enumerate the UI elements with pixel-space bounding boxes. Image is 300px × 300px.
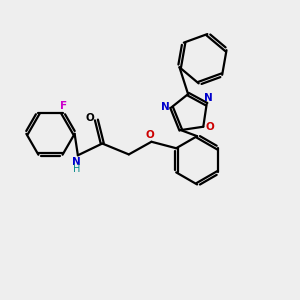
Text: O: O	[85, 112, 94, 123]
Text: H: H	[73, 164, 80, 174]
Text: O: O	[146, 130, 154, 140]
Text: N: N	[204, 93, 212, 103]
Text: N: N	[161, 102, 170, 112]
Text: O: O	[206, 122, 214, 132]
Text: F: F	[61, 101, 68, 111]
Text: N: N	[72, 157, 81, 167]
